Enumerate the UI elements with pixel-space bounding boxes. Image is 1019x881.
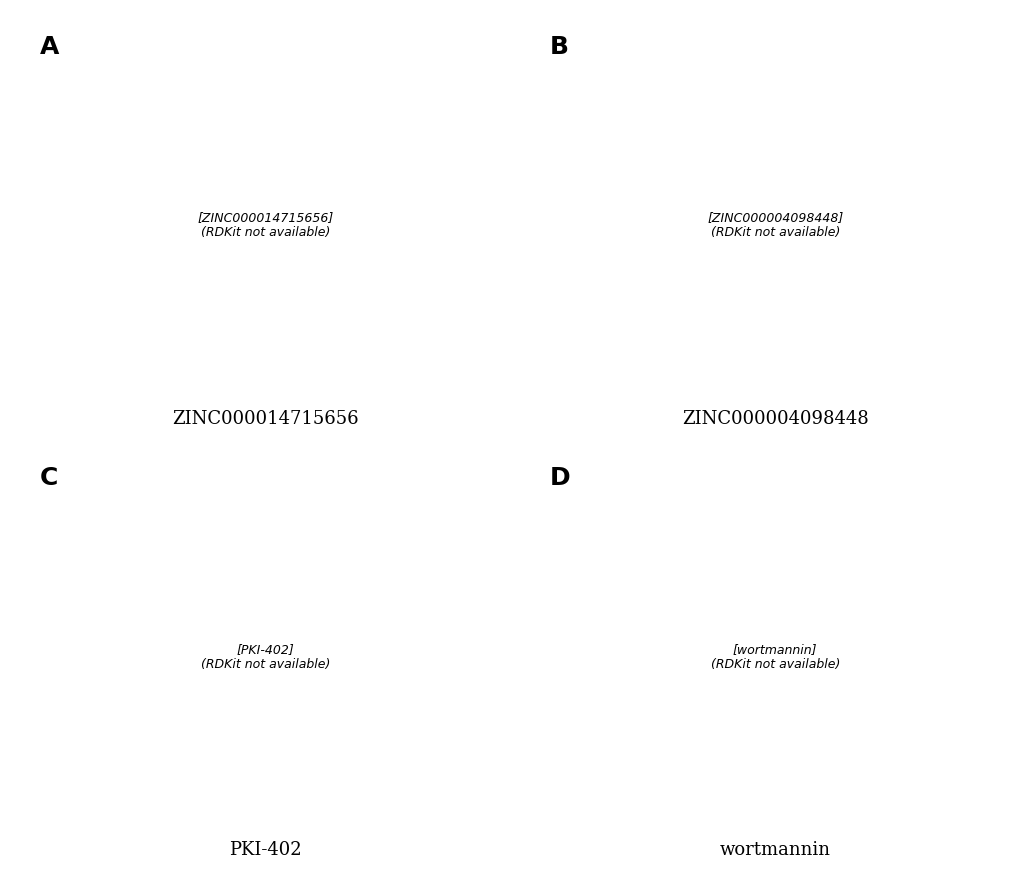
Text: [PKI-402]
(RDKit not available): [PKI-402] (RDKit not available) [201, 643, 329, 670]
Text: [wortmannin]
(RDKit not available): [wortmannin] (RDKit not available) [710, 643, 839, 670]
Text: ZINC000004098448: ZINC000004098448 [681, 410, 868, 427]
Text: PKI-402: PKI-402 [228, 841, 302, 859]
Text: D: D [549, 466, 570, 490]
Text: [ZINC000014715656]
(RDKit not available): [ZINC000014715656] (RDKit not available) [197, 211, 333, 239]
Text: wortmannin: wortmannin [719, 841, 829, 859]
Text: B: B [549, 34, 569, 58]
Text: C: C [40, 466, 58, 490]
Text: ZINC000014715656: ZINC000014715656 [172, 410, 358, 427]
Text: [ZINC000004098448]
(RDKit not available): [ZINC000004098448] (RDKit not available) [706, 211, 843, 239]
Text: A: A [40, 34, 59, 58]
